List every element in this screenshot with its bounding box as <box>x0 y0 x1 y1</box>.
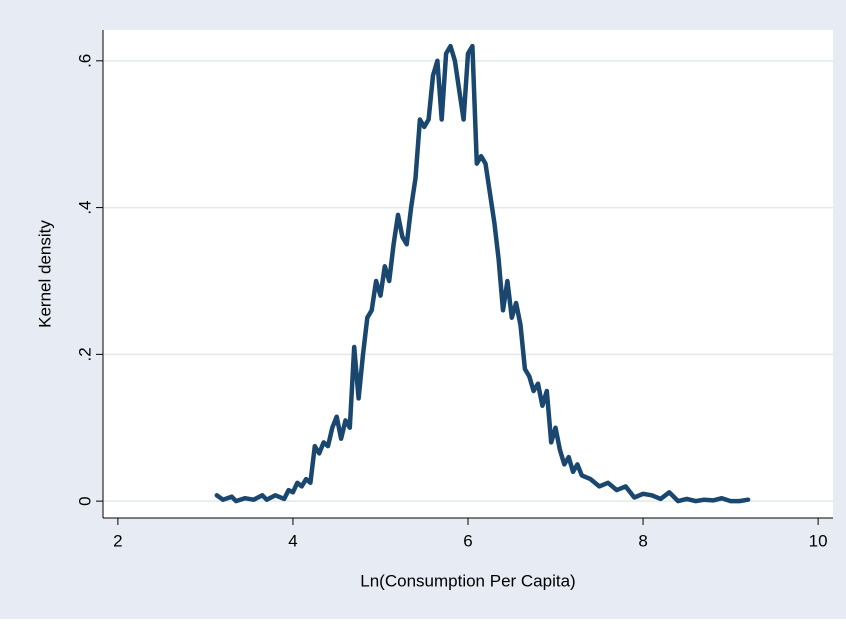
plot-area <box>103 30 833 518</box>
x-axis-title: Ln(Consumption Per Capita) <box>360 571 575 590</box>
y-axis-title: Kernel density <box>35 220 54 328</box>
x-tick-label: 2 <box>113 531 122 550</box>
x-tick-label: 8 <box>638 531 647 550</box>
y-tick-label: .2 <box>75 347 94 361</box>
x-tick-label: 10 <box>809 531 828 550</box>
y-tick-label: .6 <box>75 54 94 68</box>
y-tick-label: 0 <box>75 496 94 505</box>
density-line <box>214 43 751 504</box>
x-tick-label: 6 <box>463 531 472 550</box>
x-tick-label: 4 <box>288 531 297 550</box>
y-tick-label: .4 <box>75 200 94 214</box>
